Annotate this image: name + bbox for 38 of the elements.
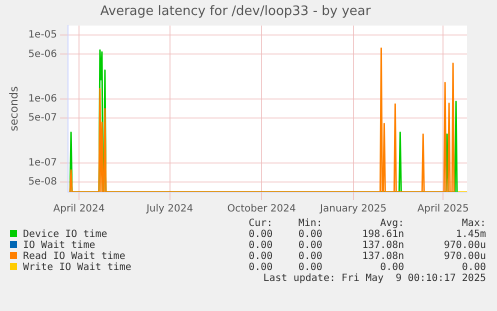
y-tick-label: 1e-06 bbox=[28, 93, 58, 104]
y-axis-title: seconds bbox=[7, 86, 20, 132]
text: 0.00 bbox=[248, 240, 274, 251]
text: Cur: bbox=[248, 218, 274, 229]
text: 970.00u bbox=[442, 251, 487, 262]
chart-title: Average latency for /dev/loop33 - by year bbox=[100, 4, 372, 20]
y-tick-label: 5e-06 bbox=[28, 48, 58, 60]
legend-label: Read IO Wait time bbox=[22, 251, 126, 262]
x-tick-label: April 2025 bbox=[417, 204, 469, 215]
text: 0.00 bbox=[248, 251, 274, 262]
text: 0.00 bbox=[297, 229, 324, 240]
text: 0.00 bbox=[297, 251, 324, 262]
text: 1.45m bbox=[454, 229, 487, 240]
text: Min: bbox=[297, 218, 324, 229]
y-tick-label: 5e-07 bbox=[28, 112, 58, 124]
text: Max: bbox=[460, 218, 487, 229]
y-tick-label: 5e-08 bbox=[28, 176, 58, 188]
text: 970.00u bbox=[442, 240, 487, 251]
y-tick-label: 1e-05 bbox=[28, 30, 58, 41]
x-tick-label: April 2024 bbox=[53, 204, 105, 215]
text: 137.08n bbox=[361, 251, 406, 262]
text: 137.08n bbox=[361, 240, 406, 251]
legend-label: IO Wait time bbox=[22, 240, 96, 251]
legend-label: Write IO Wait time bbox=[22, 262, 132, 273]
x-tick-label: July 2024 bbox=[145, 204, 194, 215]
text: 0.00 bbox=[460, 262, 487, 273]
text: Last update: Fri May 9 00:10:17 2025 bbox=[262, 273, 487, 284]
x-tick-label: October 2024 bbox=[227, 204, 296, 215]
y-tick-label: 1e-07 bbox=[28, 157, 58, 168]
text: 0.00 bbox=[297, 262, 324, 273]
text: 0.00 bbox=[379, 262, 406, 273]
text: 0.00 bbox=[297, 240, 324, 251]
text: 0.00 bbox=[248, 262, 274, 273]
text: 0.00 bbox=[248, 229, 274, 240]
legend-label: Device IO time bbox=[22, 229, 108, 240]
x-tick-label: January 2025 bbox=[319, 204, 387, 215]
text: 198.61n bbox=[361, 229, 406, 240]
text: Avg: bbox=[379, 218, 406, 229]
